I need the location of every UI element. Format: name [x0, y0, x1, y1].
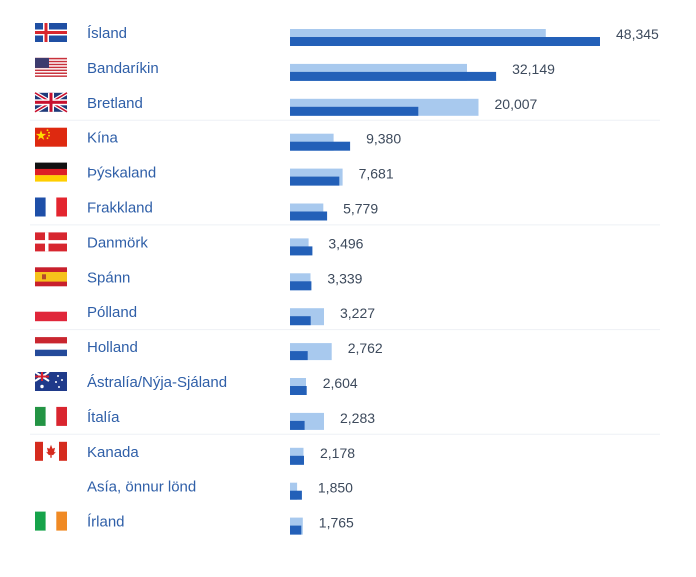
- bar-dark: [290, 176, 340, 186]
- country-label: Ísland: [87, 25, 127, 42]
- value-label: 2,178: [320, 445, 355, 461]
- poland-flag: [35, 302, 67, 322]
- country-label: Bretland: [87, 95, 143, 112]
- denmark-flag: [35, 232, 67, 252]
- country-label: Holland: [87, 339, 138, 356]
- country-label: Frakkland: [87, 200, 153, 217]
- value-label: 2,604: [323, 375, 358, 391]
- usa-flag: [35, 57, 67, 77]
- bar-dark: [290, 420, 305, 430]
- country-label: Írland: [87, 514, 125, 531]
- italy-flag: [35, 406, 67, 426]
- value-label: 7,681: [359, 166, 394, 182]
- bar-dark: [290, 106, 419, 116]
- country-label: Pólland: [87, 304, 137, 321]
- france-flag: [35, 197, 67, 217]
- country-label: Bandaríkin: [87, 60, 159, 77]
- country-label: Kína: [87, 130, 119, 147]
- bar-dark: [290, 71, 497, 81]
- value-label: 1,850: [318, 480, 353, 496]
- australia-flag: [34, 371, 67, 391]
- bar-dark: [290, 351, 308, 361]
- value-label: 2,762: [348, 340, 383, 356]
- spain-flag: [35, 267, 67, 287]
- value-label: 3,339: [327, 270, 362, 286]
- value-label: 9,380: [366, 131, 401, 147]
- value-label: 3,227: [340, 305, 375, 321]
- bar-dark: [290, 316, 311, 326]
- country-label: Ítalía: [87, 409, 120, 426]
- country-label: Spánn: [87, 269, 130, 286]
- value-label: 3,496: [328, 235, 363, 251]
- bar-dark: [290, 490, 302, 500]
- country-label: Þýskaland: [87, 165, 156, 182]
- country-label: Kanada: [87, 444, 139, 461]
- ireland-flag: [35, 511, 67, 531]
- value-label: 2,283: [340, 410, 375, 426]
- bar-dark: [290, 37, 600, 46]
- bar-dark: [290, 246, 313, 256]
- bar-dark: [290, 211, 328, 221]
- value-label: 5,779: [343, 201, 378, 217]
- netherlands-flag: [35, 337, 67, 357]
- bar-dark: [290, 386, 307, 395]
- country-label: Asía, önnur lönd: [87, 479, 196, 496]
- canada-flag: [35, 441, 67, 461]
- value-label: 48,345: [616, 26, 659, 42]
- bar-dark: [290, 141, 351, 151]
- value-label: 20,007: [495, 96, 538, 112]
- country-label: Danmörk: [87, 234, 148, 251]
- value-label: 32,149: [512, 61, 555, 77]
- value-label: 1,765: [319, 515, 354, 531]
- bar-dark: [290, 525, 302, 535]
- china-flag: [35, 127, 67, 147]
- country-label: Ástralía/Nýja-Sjáland: [87, 374, 227, 391]
- bar-dark: [290, 281, 312, 291]
- iceland-flag: [35, 23, 67, 42]
- germany-flag: [35, 162, 67, 182]
- bar-dark: [290, 455, 304, 465]
- uk-flag: [33, 91, 69, 114]
